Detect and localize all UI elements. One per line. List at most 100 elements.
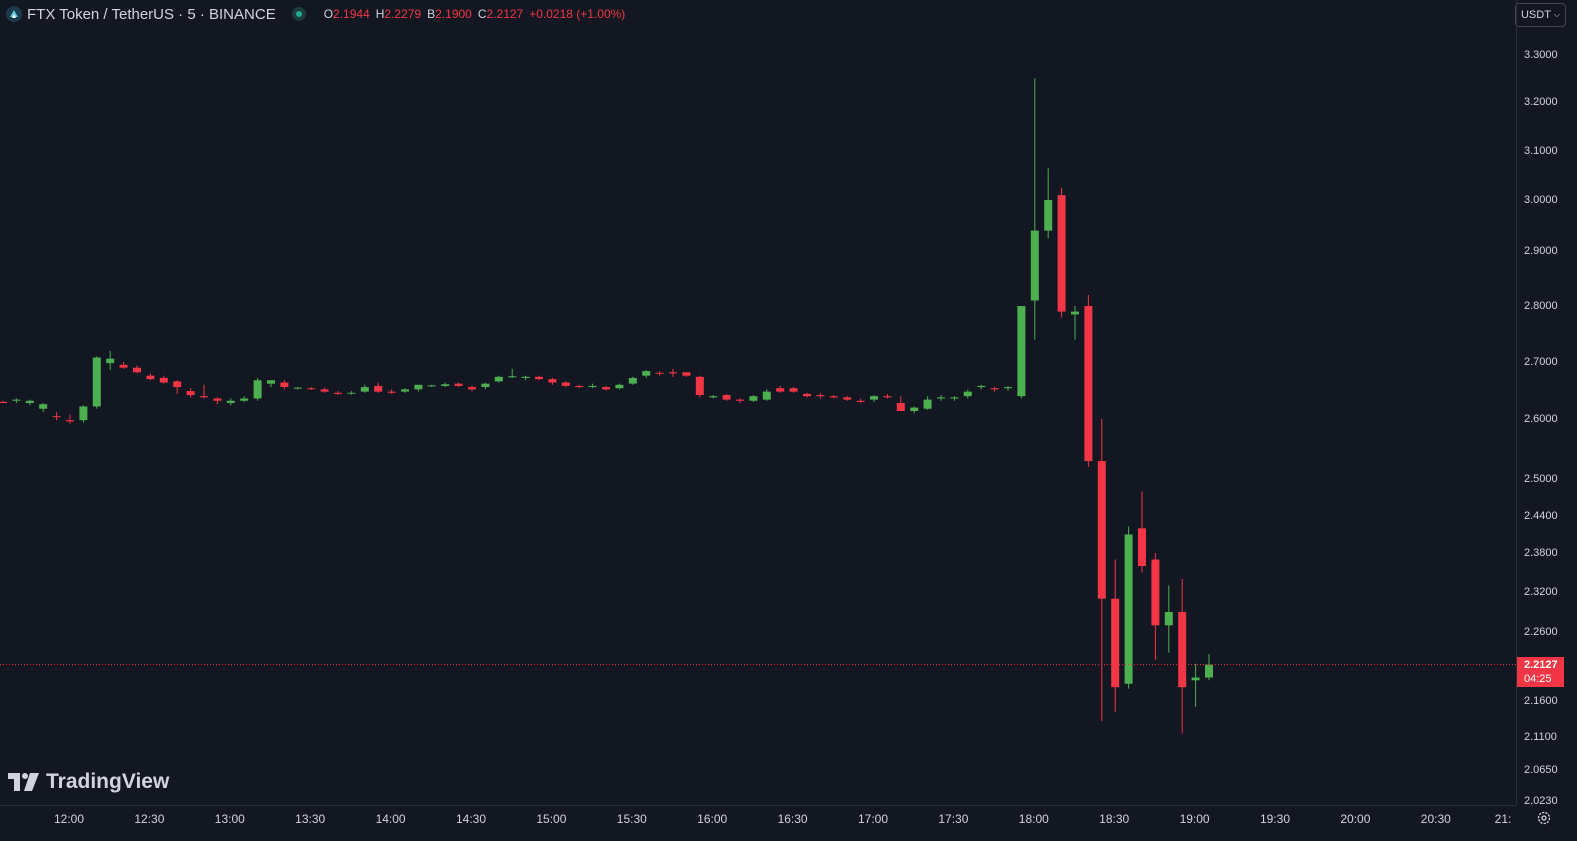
candle [655, 371, 664, 376]
candle-body [1151, 559, 1160, 626]
candle [977, 384, 986, 390]
market-status-icon[interactable] [291, 7, 306, 21]
candle-body [481, 383, 490, 388]
time-tick-label: 14:30 [455, 812, 487, 826]
tradingview-logo[interactable]: TradingView [8, 770, 169, 794]
candle [293, 387, 302, 390]
tradingview-icon [8, 773, 39, 791]
candle [722, 393, 731, 401]
candle-body [1097, 461, 1106, 599]
candle [280, 380, 289, 390]
candle [1017, 306, 1026, 399]
time-tick-label: 15:30 [616, 812, 647, 826]
candle [79, 405, 88, 423]
time-tick-label: 18:00 [1018, 812, 1049, 826]
candle [186, 388, 195, 398]
candle-body [856, 400, 865, 402]
gear-icon[interactable] [1536, 810, 1552, 826]
ohlc-open: 2.1944 [333, 7, 370, 21]
candle-body [52, 416, 61, 418]
price-tick-label: 2.0230 [1524, 795, 1558, 807]
candle-body [736, 399, 744, 401]
ohlc-high-key: H [375, 7, 385, 21]
candle [923, 396, 932, 410]
candle-body [669, 372, 677, 374]
candle-body [628, 377, 637, 384]
candle [320, 387, 329, 393]
candle [1004, 385, 1012, 391]
candle-body [896, 403, 905, 412]
candle-body [347, 392, 356, 394]
candle-body [950, 397, 959, 399]
candle-body [267, 380, 275, 384]
price-tick-label: 2.4400 [1524, 510, 1558, 522]
candle-body [615, 384, 624, 389]
candle [963, 389, 972, 399]
currency-label: USDT [1520, 9, 1551, 21]
time-tick-label: 21: [1494, 812, 1512, 826]
time-tick-label: 15:00 [536, 812, 567, 826]
candle-body [441, 384, 450, 386]
price-tick-label: 2.9000 [1524, 245, 1558, 257]
candle [347, 391, 356, 395]
candle-body [990, 388, 999, 390]
ohlc-low: 2.1900 [435, 7, 472, 21]
price-chart[interactable] [0, 0, 1516, 805]
candle-body [39, 404, 48, 409]
candle [468, 385, 476, 392]
time-tick-label: 13:30 [295, 812, 326, 826]
candle [776, 385, 785, 393]
candle-body [133, 367, 141, 373]
candle [441, 382, 450, 388]
candle [561, 381, 570, 388]
candle-body [963, 391, 972, 397]
candle-body [1044, 200, 1053, 231]
candle-body [709, 396, 718, 398]
candle [937, 395, 945, 401]
candle [1124, 526, 1133, 689]
candle [896, 396, 905, 412]
candle-body [360, 387, 369, 392]
price-tick-label: 2.7000 [1524, 356, 1558, 368]
price-tick-label: 2.6000 [1524, 413, 1558, 425]
ohlc-values: O 2.1944 H 2.2279 B 2.1900 C 2.2127 [324, 7, 530, 21]
candle-body [173, 381, 182, 388]
candle-body [682, 372, 691, 376]
symbol-title[interactable]: FTX Token / TetherUS · 5 · BINANCE [27, 5, 276, 23]
candle [695, 375, 704, 398]
time-tick-label: 17:30 [938, 812, 969, 826]
brand-name: TradingView [46, 770, 170, 793]
candle-body [280, 382, 289, 388]
price-tick-label: 2.8000 [1524, 300, 1558, 312]
candle [1205, 654, 1213, 681]
candle [1084, 295, 1093, 467]
candle [950, 396, 959, 401]
candle-body [240, 398, 249, 401]
ohlc-close: 2.2127 [486, 7, 524, 21]
price-axis[interactable]: 3.3000 3.2000 3.1000 3.0000 2.9000 2.8000 2.70… [1516, 0, 1577, 807]
candle-body [1111, 598, 1120, 688]
candle [25, 399, 34, 406]
candle-body [575, 385, 584, 388]
candle [762, 389, 771, 401]
price-tick-label: 3.2000 [1524, 96, 1558, 108]
candle-body [414, 384, 423, 390]
currency-dropdown[interactable]: USDT ⌵ [1514, 3, 1566, 27]
candle-body [454, 383, 463, 386]
candle [749, 395, 758, 402]
candle-body [12, 399, 21, 401]
candle [360, 384, 369, 393]
candle [669, 368, 677, 377]
candle-body [816, 395, 825, 397]
candle [454, 382, 463, 388]
candle [1178, 579, 1187, 734]
candle-body [1178, 612, 1187, 688]
candle [588, 383, 597, 389]
time-tick-label: 19:30 [1259, 812, 1291, 826]
candle [870, 395, 878, 402]
candle [816, 392, 825, 399]
candle [200, 384, 208, 399]
time-axis[interactable]: 12:00 12:30 13:00 13:30 14:00 14:30 15:00 15:30… [0, 805, 1516, 841]
candle-body [293, 387, 302, 389]
candle-body [387, 391, 396, 393]
